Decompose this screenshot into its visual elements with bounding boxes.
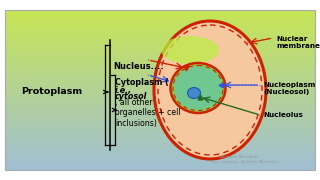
- Ellipse shape: [161, 36, 219, 64]
- Text: Protoplasm: Protoplasm: [21, 87, 83, 96]
- Bar: [0, 170, 320, 180]
- Ellipse shape: [174, 66, 222, 109]
- Ellipse shape: [171, 63, 226, 113]
- Text: cytosol: cytosol: [115, 92, 148, 101]
- Text: Andrade Microbios: Andrade Microbios: [220, 155, 258, 159]
- Ellipse shape: [188, 87, 201, 98]
- Text: i.e.,: i.e.,: [115, 86, 132, 95]
- Text: , all other
organelles + cell
inclusions): , all other organelles + cell inclusions…: [115, 98, 180, 128]
- Text: Nucleoplasm
(Nucleosol): Nucleoplasm (Nucleosol): [263, 82, 316, 95]
- Ellipse shape: [154, 21, 266, 159]
- Bar: [0, 0, 320, 10]
- Bar: [5, 10, 315, 170]
- Bar: [0, 0, 5, 180]
- Text: Nucleus....: Nucleus....: [113, 62, 164, 71]
- Text: Nuclear
membrane: Nuclear membrane: [276, 36, 320, 49]
- Text: Cytoplasm (: Cytoplasm (: [115, 78, 169, 87]
- Text: Nucleolus: Nucleolus: [263, 112, 303, 118]
- Bar: [315, 0, 320, 180]
- Text: From Santiago, Andrade Microbios: From Santiago, Andrade Microbios: [210, 160, 277, 164]
